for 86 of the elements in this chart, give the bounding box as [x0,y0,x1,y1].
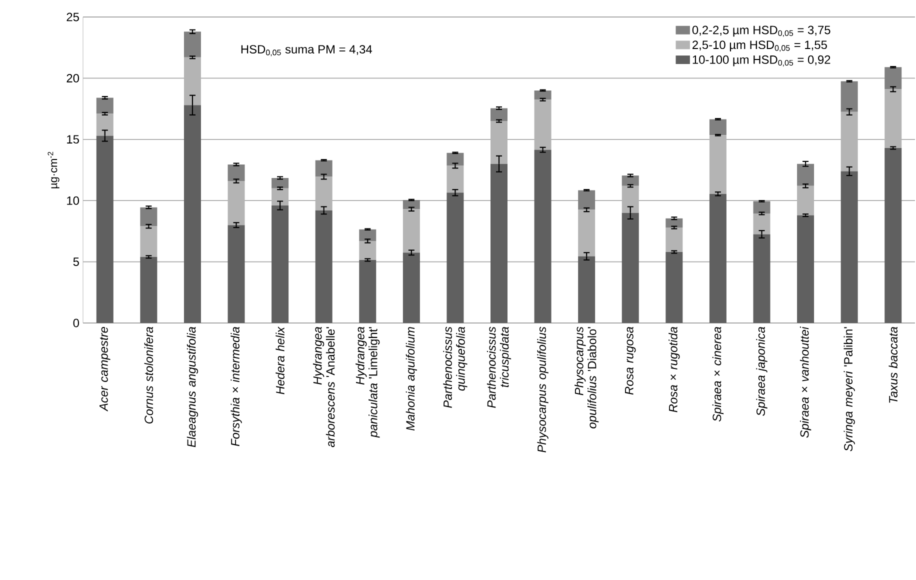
bar [184,32,201,58]
bar [753,213,770,234]
bar [272,178,289,188]
bar [184,57,201,106]
x-tick-label: Parthenocissus tricuspidata [486,326,512,408]
bar [884,89,902,148]
x-tick-label: Syringa meyeri 'Palibin' [844,327,855,452]
bar [534,90,552,100]
annotation: HSD$_{0,05}$ suma PM = 4,34 [241,45,372,56]
bar [96,136,114,323]
x-tick-label: Spiraea × vanhouttei [800,326,812,438]
bar [184,105,201,323]
bar [797,215,814,323]
x-tick-label: Forsythia × intermedia [230,326,242,446]
y-axis-title: µg·cm$^{-2}$ [48,152,60,188]
bar [490,108,508,122]
x-tick-label: Hydrangea paniculata 'Limelight' [356,326,380,438]
bar [578,190,596,210]
x-tick-label: Acer campestre [100,326,110,412]
bar [622,176,639,186]
bar [578,256,596,323]
bar [272,188,289,206]
bar [534,100,552,150]
x-tick-label: Physocarpus opulifolius [537,326,548,452]
y-tick-label: 5 [73,258,79,266]
bar [578,210,596,256]
y-tick-label: 0 [73,318,80,328]
bar [359,240,376,260]
x-tick-label: Rosa rugosa [625,326,636,395]
legend-label: 0,2-2,5 µm HSD$_{0,05}$ = 3,75 [692,26,830,37]
x-tick-label: Elaeagnus angustifolia [186,326,198,448]
bar [534,150,552,323]
bar [228,181,245,226]
bar [359,260,376,323]
legend-label: 10-100 µm HSD$_{0,05}$ = 0,92 [692,55,830,67]
x-tick-label: Parthenocissus quinquefolia [443,326,468,408]
bar [315,160,332,177]
bar [140,207,158,226]
bar [797,186,814,216]
bar [840,81,858,112]
bar [402,209,420,253]
bar [402,200,420,210]
bar [666,228,683,252]
bar [622,212,639,323]
bar [840,112,858,172]
bar [228,225,245,323]
x-tick-label: Hydrangea arborescens 'Anabelle' [312,326,335,448]
bar [272,205,289,323]
bar [884,67,902,90]
bar [446,166,464,193]
bar [140,226,158,257]
bar [490,121,508,164]
bar [797,164,814,186]
bar [446,152,464,166]
bar [490,164,508,323]
bar [709,119,726,136]
y-tick-label: 20 [66,74,80,82]
bar [315,210,332,323]
y-tick-label: 15 [67,135,79,144]
x-tick-label: Spiraea japonica [756,326,768,416]
bar [446,192,464,323]
bar [315,176,332,210]
bar [840,171,858,323]
bar [666,218,683,228]
bar [228,164,245,182]
x-tick-label: Rosa × rugotida [668,326,680,412]
bar [96,98,114,114]
bar [884,148,902,323]
bar [753,201,770,214]
bar [709,135,726,194]
bar [709,194,726,323]
x-tick-label: Hedera helix [276,326,284,394]
x-tick-label: Mahonia aquifolium [406,327,417,430]
bar [402,252,420,323]
y-tick-label: 10 [67,196,80,205]
y-tick-label: 25 [66,12,79,22]
bar [622,186,639,213]
x-tick-label: Spiraea × cinerea [712,326,724,422]
x-tick-label: Cornus stolonifera [144,326,154,424]
bar [753,234,770,323]
x-tick-label: Taxus baccata [888,326,898,403]
bar [140,256,158,323]
bar [359,229,376,241]
bar [96,114,114,136]
bar [666,252,683,323]
legend-label: 2,5-10 µm HSD$_{0,05}$ = 1,55 [692,40,827,52]
